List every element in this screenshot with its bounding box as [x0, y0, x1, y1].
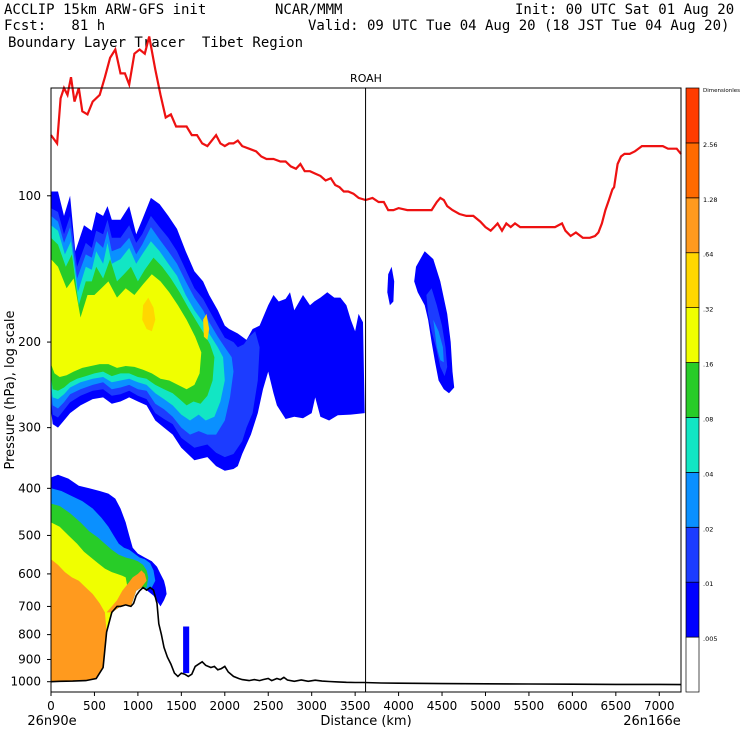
terrain-line	[50, 586, 682, 686]
colorbar-label: .01	[703, 580, 713, 588]
institution: NCAR/MMM	[275, 2, 343, 18]
tracer-region-6	[142, 297, 156, 332]
x-tick-label: 3000	[296, 699, 327, 713]
colorbar-label: .04	[703, 470, 713, 478]
x-axis-label: Distance (km)	[320, 714, 411, 729]
x-tick-label: 2000	[210, 699, 241, 713]
y-tick-label: 800	[18, 628, 41, 642]
x-tick-label: 0	[47, 699, 55, 713]
x-tick-label: 5000	[470, 699, 501, 713]
colorbar-label: .16	[703, 361, 713, 369]
tracer-region-11	[433, 319, 444, 363]
colorbar-swatch	[685, 87, 700, 144]
tracer-region-8	[387, 266, 395, 306]
tracer-region-16	[51, 559, 107, 682]
colorbar: .005 .01 .02 .04 .08 .16 .32 .64 1.28 2.56 Dimensi…	[685, 87, 740, 693]
x-tick-label: 1000	[123, 699, 154, 713]
tracer-region-5	[51, 259, 202, 390]
right-endpoint-label: 26n166e	[623, 714, 681, 729]
x-tick-label: 4000	[383, 699, 414, 713]
colorbar-swatch	[685, 636, 700, 693]
tracer-region-7	[203, 313, 210, 340]
x-tick-label: 2500	[253, 699, 284, 713]
y-tick-label: 200	[18, 335, 41, 349]
plot-frame	[50, 87, 682, 693]
colorbar-label: .32	[703, 306, 713, 314]
colorbar-label: .64	[703, 251, 713, 259]
colorbar-swatch	[685, 581, 700, 638]
x-tick-label: 6000	[557, 699, 588, 713]
colorbar-label: Dimensionless	[703, 88, 740, 94]
forecast-hour: Fcst: 81 h	[4, 18, 106, 34]
colorbar-label: 1.28	[703, 196, 717, 204]
colorbar-swatch	[685, 142, 700, 199]
y-tick-label: 600	[18, 567, 41, 581]
x-tick-label: 5500	[514, 699, 545, 713]
y-tick-label: 300	[18, 421, 41, 435]
colorbar-swatch	[685, 307, 700, 363]
colorbar-label: .08	[703, 415, 713, 423]
y-tick-label: 100	[18, 189, 41, 203]
x-tick-label: 3500	[340, 699, 371, 713]
y-tick-label: 400	[18, 481, 41, 495]
x-tick-label: 1500	[166, 699, 197, 713]
colorbar-swatch	[685, 252, 700, 308]
x-tick-label: 4500	[427, 699, 458, 713]
colorbar-label: .02	[703, 525, 713, 533]
model-title: ACCLIP 15km ARW-GFS init	[4, 2, 207, 18]
x-tick-label: 7000	[644, 699, 675, 713]
field-title: Boundary Layer Tracer Tibet Region	[8, 35, 304, 51]
y-tick-label: 900	[18, 652, 41, 666]
valid-time: Valid: 09 UTC Tue 04 Aug 20 (18 JST Tue …	[308, 18, 730, 34]
y-tick-label: 500	[18, 528, 41, 542]
y-axis-label: Pressure (hPa), log scale	[3, 311, 18, 470]
init-time: Init: 00 UTC Sat 01 Aug 20	[515, 2, 735, 18]
station-label: ROAH	[350, 72, 382, 85]
colorbar-swatch	[685, 472, 700, 528]
x-tick-label: 500	[83, 699, 106, 713]
colorbar-swatch	[685, 526, 700, 583]
tracer-region-17	[106, 570, 147, 613]
colorbar-swatch	[685, 417, 700, 473]
colorbar-swatch	[685, 362, 700, 418]
colorbar-label: .005	[703, 635, 717, 643]
y-tick-label: 700	[18, 599, 41, 613]
x-tick-label: 6500	[601, 699, 632, 713]
y-tick-label: 1000	[10, 675, 41, 689]
colorbar-label: 2.56	[703, 141, 717, 149]
tropopause-line	[50, 36, 682, 239]
left-endpoint-label: 26n90e	[27, 714, 76, 729]
colorbar-swatch	[685, 197, 700, 254]
tracer-region-18	[183, 626, 190, 674]
